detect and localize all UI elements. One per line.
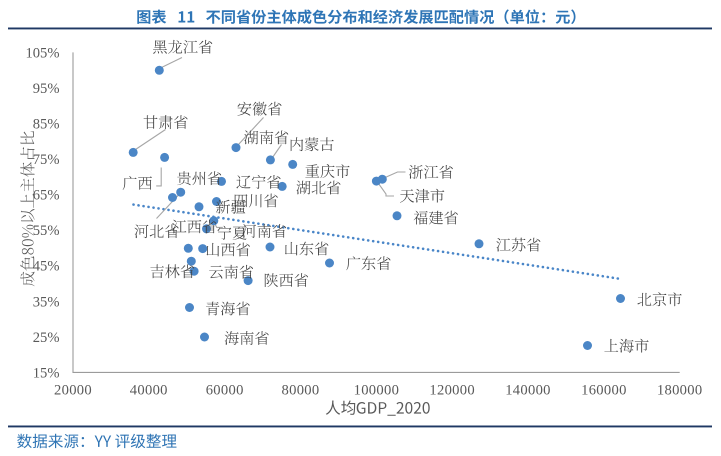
svg-text:35%: 35%: [33, 294, 60, 310]
svg-text:120000: 120000: [429, 383, 475, 399]
svg-text:25%: 25%: [33, 330, 60, 346]
svg-text:180000: 180000: [657, 383, 703, 399]
svg-text:100000: 100000: [354, 383, 400, 399]
svg-text:65%: 65%: [33, 188, 60, 204]
svg-text:15%: 15%: [33, 365, 60, 381]
svg-text:105%: 105%: [25, 45, 59, 61]
svg-text:45%: 45%: [33, 259, 60, 275]
svg-text:75%: 75%: [33, 152, 60, 168]
svg-text:60000: 60000: [206, 383, 244, 399]
svg-text:20000: 20000: [54, 383, 92, 399]
svg-text:85%: 85%: [33, 117, 60, 133]
svg-text:80000: 80000: [282, 383, 320, 399]
svg-text:40000: 40000: [130, 383, 168, 399]
svg-text:55%: 55%: [33, 223, 60, 239]
svg-text:140000: 140000: [505, 383, 551, 399]
svg-text:95%: 95%: [33, 81, 60, 97]
svg-text:160000: 160000: [581, 383, 627, 399]
